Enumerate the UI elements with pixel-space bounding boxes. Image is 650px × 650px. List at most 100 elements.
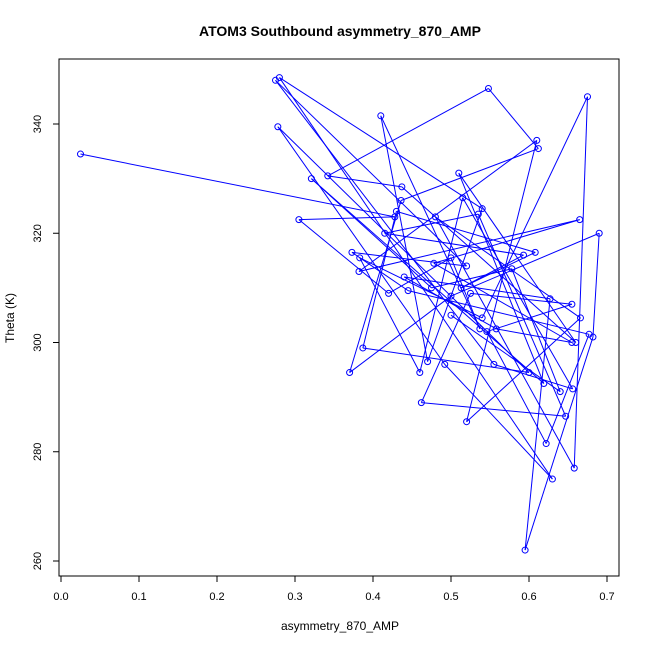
data-point <box>447 254 455 262</box>
x-axis: 0.0 0.1 0.2 0.3 0.4 0.5 0.6 0.7 <box>53 575 615 603</box>
series-segment <box>311 178 432 289</box>
data-point <box>531 248 539 256</box>
x-axis-label: asymmetry_870_AMP <box>281 619 399 633</box>
series-segment <box>444 364 553 480</box>
data-point <box>562 412 570 420</box>
series-segment <box>481 96 588 319</box>
data-point <box>356 254 364 262</box>
data-point <box>490 360 498 368</box>
data-point <box>478 314 486 322</box>
y-tick-label: 320 <box>32 224 44 242</box>
series-segment <box>496 328 572 343</box>
series-segment <box>80 153 395 218</box>
data-point <box>441 360 449 368</box>
series-segment <box>358 139 538 272</box>
series-segment <box>358 219 580 272</box>
data-point <box>398 183 406 191</box>
series-segment <box>493 363 573 390</box>
data-point <box>556 388 564 396</box>
series-segment <box>488 88 539 149</box>
series-segment <box>486 331 547 444</box>
data-point <box>542 440 550 448</box>
data-point <box>359 344 367 352</box>
series-segment <box>434 216 575 469</box>
data-point <box>521 546 529 554</box>
x-tick-label: 0.2 <box>209 591 224 603</box>
data-point <box>492 325 500 333</box>
x-tick-label: 0.4 <box>365 591 380 603</box>
data-point <box>484 84 492 92</box>
series-segment <box>349 295 452 373</box>
series-segment <box>359 257 483 319</box>
series-segment <box>450 314 561 393</box>
y-tick-label: 260 <box>32 552 44 570</box>
data-point <box>483 328 491 336</box>
data-point <box>572 339 580 346</box>
data-point <box>568 300 576 308</box>
series-segment <box>380 115 481 330</box>
data-point <box>346 369 354 377</box>
data-point <box>457 284 465 292</box>
series-segment <box>311 178 545 384</box>
data-point <box>474 210 482 218</box>
data-point <box>77 150 84 158</box>
data-point <box>584 93 591 101</box>
data-point <box>534 145 542 153</box>
data-point <box>424 358 432 366</box>
data-point <box>416 369 424 377</box>
chart-title: ATOM3 Southbound asymmetry_870_AMP <box>199 23 481 39</box>
data-point <box>508 265 516 273</box>
series-segment <box>279 77 483 210</box>
series-segment <box>362 347 530 374</box>
series-segment <box>298 216 395 221</box>
series-segment <box>458 172 577 343</box>
series-segment <box>298 219 389 294</box>
data-point <box>404 287 412 295</box>
data-point <box>324 172 332 180</box>
data-point <box>589 333 597 341</box>
series-segment <box>524 298 551 551</box>
data-point <box>400 273 408 281</box>
data-point <box>381 229 389 237</box>
series-segment <box>458 172 545 384</box>
series-segment <box>275 79 467 267</box>
series-segment <box>349 200 402 373</box>
data-point <box>520 251 528 259</box>
x-tick-label: 0.7 <box>599 591 614 603</box>
data-point <box>447 311 455 319</box>
series-segment <box>435 216 581 319</box>
data-point <box>428 284 435 292</box>
data-point <box>455 169 463 177</box>
data-point <box>348 248 356 256</box>
series-segment <box>396 210 536 253</box>
series-segment <box>384 232 524 256</box>
data-point <box>392 207 400 215</box>
data-point <box>467 289 474 297</box>
data-point <box>576 216 584 224</box>
data-point <box>274 123 282 131</box>
plot-frame <box>58 58 620 577</box>
data-point <box>478 205 486 213</box>
series-segment <box>277 126 446 365</box>
data-point <box>476 325 484 333</box>
x-tick-label: 0.0 <box>53 591 68 603</box>
x-tick-label: 0.3 <box>287 591 302 603</box>
data-point <box>570 464 578 472</box>
data-point <box>295 216 303 224</box>
series-segment <box>545 334 590 444</box>
series-segment <box>384 213 479 234</box>
series-segment <box>433 219 580 264</box>
data-point <box>377 112 385 120</box>
data-point <box>397 196 405 204</box>
series-segment <box>401 186 577 343</box>
series-segment <box>327 88 489 177</box>
series-segment <box>400 148 539 201</box>
series-segment <box>431 268 512 289</box>
data-point <box>447 292 455 300</box>
series-segment <box>404 276 551 300</box>
series-segment <box>466 317 581 423</box>
series-segment <box>573 96 588 469</box>
data-point <box>463 262 471 270</box>
data-point <box>417 399 425 407</box>
